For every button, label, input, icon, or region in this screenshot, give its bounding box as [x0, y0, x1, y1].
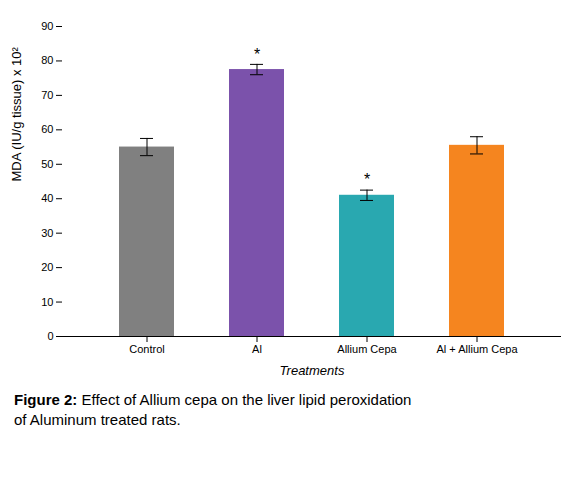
svg-text:70: 70	[41, 89, 53, 101]
svg-text:MDA (IU/g tissue) x 10²: MDA (IU/g tissue) x 10²	[9, 46, 24, 181]
svg-text:10: 10	[41, 296, 53, 308]
svg-text:40: 40	[41, 192, 53, 204]
svg-text:0: 0	[47, 330, 53, 342]
svg-text:20: 20	[41, 261, 53, 273]
svg-text:*: *	[364, 171, 370, 188]
svg-text:30: 30	[41, 227, 53, 239]
svg-text:Al + Allium Cepa: Al + Allium Cepa	[436, 343, 518, 355]
svg-text:Al: Al	[252, 343, 262, 355]
html-text:Figure 2: Effect of Allium cep: Figure 2: Effect of Allium cepa on the l…	[14, 391, 412, 428]
svg-text:Control: Control	[129, 343, 164, 355]
svg-text:Allium Cepa: Allium Cepa	[337, 343, 397, 355]
svg-text:*: *	[254, 46, 260, 63]
svg-text:80: 80	[41, 54, 53, 66]
svg-text:50: 50	[41, 158, 53, 170]
svg-text:90: 90	[41, 20, 53, 32]
svg-text:Treatments: Treatments	[280, 363, 345, 378]
svg-text:60: 60	[41, 123, 53, 135]
